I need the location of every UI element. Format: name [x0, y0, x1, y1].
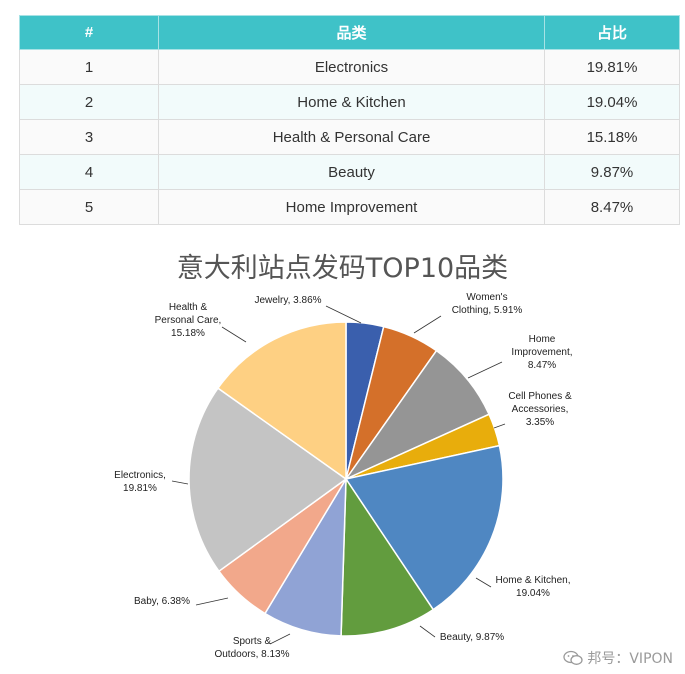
- slice-label-line: Personal Care,: [155, 315, 222, 326]
- cell-share: 8.47%: [544, 189, 680, 225]
- leader-line: [475, 577, 492, 588]
- slice-label-line: Clothing, 5.91%: [452, 305, 523, 316]
- slice-label-line: Health &: [169, 302, 208, 313]
- slice-label-line: 8.47%: [528, 360, 556, 371]
- leader-line: [493, 423, 506, 429]
- pie-slice: [188, 387, 348, 573]
- leader-line: [171, 480, 189, 485]
- header-category: 品类: [158, 15, 545, 50]
- leader-line: [195, 597, 229, 606]
- slice-label-line: Sports &: [233, 636, 272, 647]
- slice-label: Beauty, 9.87%: [440, 632, 504, 643]
- cell-share: 15.18%: [544, 119, 680, 155]
- slice-label: Baby, 6.38%: [134, 596, 190, 607]
- cell-rank: 5: [19, 189, 159, 225]
- slice-label-line: Beauty, 9.87%: [440, 632, 504, 643]
- pie-slice: [216, 321, 347, 481]
- header-rank: #: [19, 15, 159, 50]
- slice-label: Health & Personal Care, 15.18%: [155, 302, 222, 339]
- slice-label: Home Improvement, 8.47%: [511, 334, 572, 371]
- slice-label-line: 19.04%: [516, 588, 550, 599]
- table-header-row: # 品类 占比: [19, 15, 680, 50]
- cell-rank: 3: [19, 119, 159, 155]
- slice-label-line: Accessories,: [512, 404, 569, 415]
- cell-category: Home Improvement: [158, 189, 545, 225]
- pie-slice: [343, 349, 491, 481]
- slice-label: Women's Clothing, 5.91%: [452, 292, 523, 316]
- slice-label: Cell Phones & Accessories, 3.35%: [508, 391, 572, 428]
- slice-label: Sports & Outdoors, 8.13%: [214, 636, 289, 660]
- table-row: 1 Electronics 19.81%: [19, 49, 680, 85]
- header-share: 占比: [544, 15, 680, 50]
- table-row: 3 Health & Personal Care 15.18%: [19, 119, 680, 155]
- leader-line: [325, 305, 362, 324]
- cell-category: Health & Personal Care: [158, 119, 545, 155]
- chart-title: 意大利站点发码TOP10品类: [176, 253, 509, 284]
- watermark: 邦号：VIPON: [563, 648, 673, 668]
- slice-label-line: 15.18%: [171, 328, 205, 339]
- slice-label-line: Women's: [466, 292, 507, 303]
- cell-rank: 2: [19, 84, 159, 120]
- slice-label-line: Home & Kitchen,: [495, 575, 570, 586]
- wechat-icon: [563, 650, 584, 665]
- slice-label-line: 3.35%: [526, 417, 554, 428]
- slice-label-line: Baby, 6.38%: [134, 596, 190, 607]
- slice-label-line: Electronics,: [114, 470, 166, 481]
- leader-line: [467, 361, 503, 379]
- cell-share: 19.04%: [544, 84, 680, 120]
- cell-share: 19.81%: [544, 49, 680, 85]
- watermark-text: 邦号：VIPON: [587, 651, 673, 667]
- slice-label-line: Outdoors, 8.13%: [214, 649, 289, 660]
- slice-label-line: 19.81%: [123, 483, 157, 494]
- table-row: 2 Home & Kitchen 19.04%: [19, 84, 680, 120]
- leader-line: [269, 633, 291, 645]
- slice-label-line: Improvement,: [511, 347, 572, 358]
- pie-slice: [344, 444, 504, 611]
- category-share-table: # 品类 占比 1 Electronics 19.81% 2 Home & Ki…: [19, 15, 680, 225]
- cell-category: Electronics: [158, 49, 545, 85]
- slice-label-line: Cell Phones &: [508, 391, 572, 402]
- pie-slice: [340, 476, 435, 637]
- leader-line: [221, 326, 247, 343]
- leader-line: [413, 315, 442, 334]
- table-row: 5 Home Improvement 8.47%: [19, 189, 680, 225]
- slice-label: Jewelry, 3.86%: [254, 295, 321, 306]
- leader-line: [419, 625, 436, 638]
- slice-label-line: Home: [529, 334, 556, 345]
- slice-label-line: Jewelry, 3.86%: [254, 295, 321, 306]
- cell-category: Beauty: [158, 154, 545, 190]
- slice-label: Electronics, 19.81%: [114, 470, 166, 494]
- cell-rank: 1: [19, 49, 159, 85]
- cell-category: Home & Kitchen: [158, 84, 545, 120]
- slice-label: Home & Kitchen, 19.04%: [495, 575, 570, 599]
- cell-rank: 4: [19, 154, 159, 190]
